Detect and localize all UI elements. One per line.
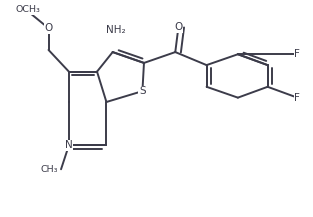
Text: O: O bbox=[174, 22, 182, 32]
Text: N: N bbox=[65, 140, 73, 150]
Text: OCH₃: OCH₃ bbox=[16, 5, 41, 14]
Text: F: F bbox=[295, 49, 300, 59]
Text: S: S bbox=[139, 86, 146, 96]
Text: O: O bbox=[44, 23, 53, 33]
Text: F: F bbox=[295, 93, 300, 103]
Text: CH₃: CH₃ bbox=[40, 165, 58, 174]
Text: NH₂: NH₂ bbox=[106, 25, 126, 35]
